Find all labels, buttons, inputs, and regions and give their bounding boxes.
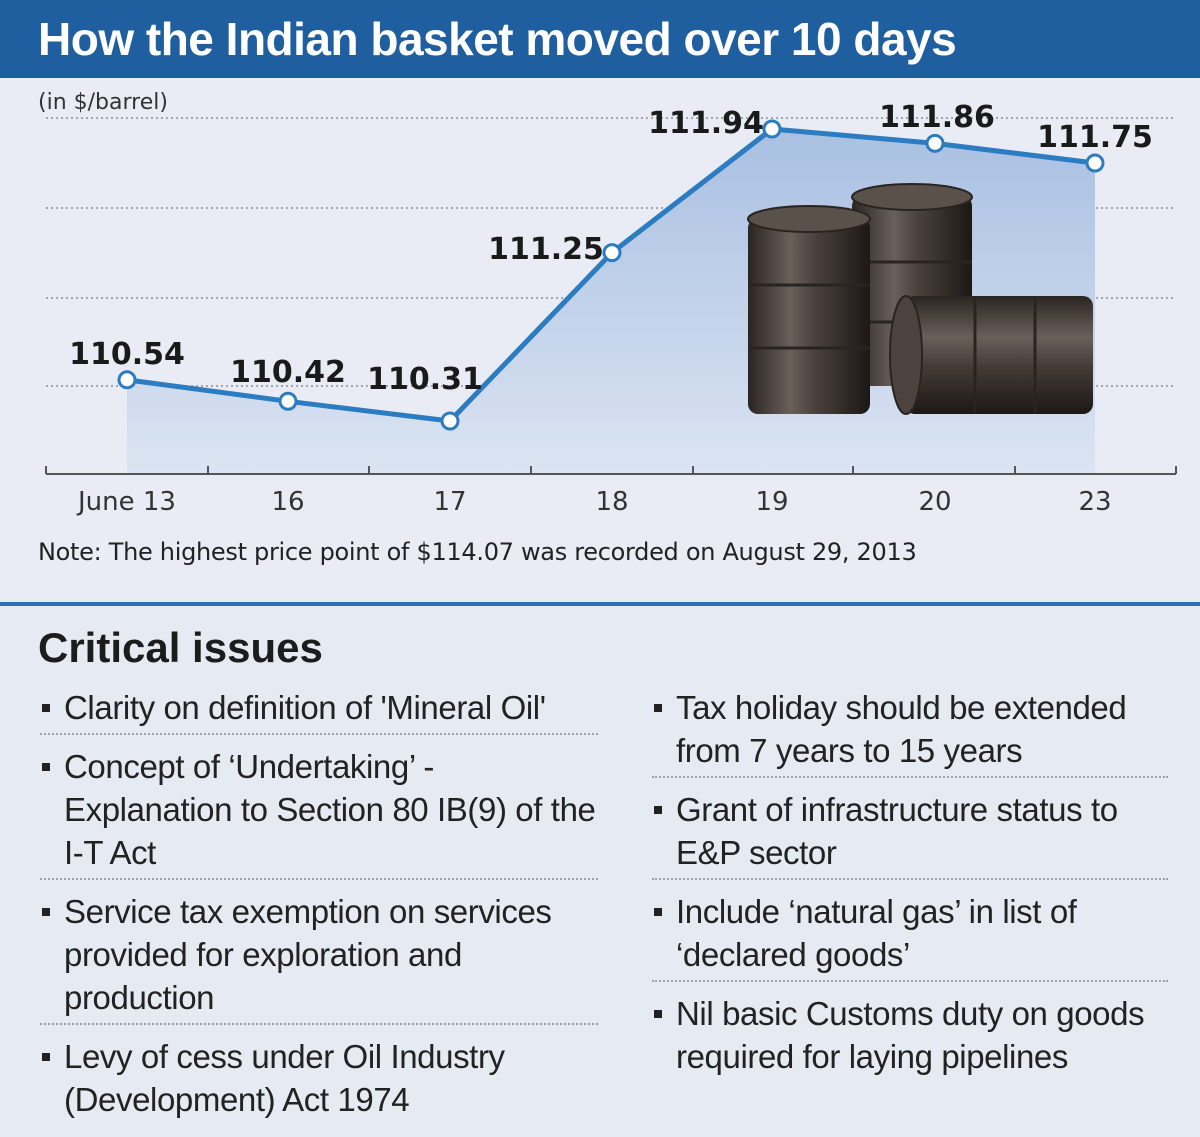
x-tick-label: 19 <box>755 487 788 517</box>
x-tick-label: 20 <box>918 487 951 517</box>
data-point <box>117 370 137 390</box>
data-label: 110.54 <box>69 337 185 372</box>
title-bar: How the Indian basket moved over 10 days <box>0 0 1200 78</box>
x-tick-label: June 13 <box>76 487 176 517</box>
issue-item: Service tax exemption on services provid… <box>40 890 598 1025</box>
issue-text: Grant of infrastructure status to E&P se… <box>676 791 1118 871</box>
issue-text: Nil basic Customs duty on goods required… <box>676 995 1145 1075</box>
bullet-icon <box>654 806 662 814</box>
chart-title: How the Indian basket moved over 10 days <box>38 13 957 65</box>
issues-right-column: Tax holiday should be extended from 7 ye… <box>652 686 1168 1092</box>
data-point <box>762 119 782 139</box>
issues-left-column: Clarity on definition of 'Mineral Oil' C… <box>40 686 598 1135</box>
bullet-icon <box>42 704 50 712</box>
issue-item: Grant of infrastructure status to E&P se… <box>652 788 1168 880</box>
issue-item: Tax holiday should be extended from 7 ye… <box>652 686 1168 778</box>
bullet-icon <box>654 1010 662 1018</box>
data-point <box>278 391 298 411</box>
bullet-icon <box>654 908 662 916</box>
data-label: 110.42 <box>230 355 346 390</box>
bullet-icon <box>42 1053 50 1061</box>
critical-issues-section: Critical issues Clarity on definition of… <box>0 606 1200 1137</box>
data-label: 111.25 <box>488 232 604 267</box>
oil-barrels-icon <box>747 183 1093 415</box>
value-labels: 110.54 110.42 110.31 111.25 111.94 111.86 111.… <box>69 100 1153 397</box>
issue-item: Nil basic Customs duty on goods required… <box>652 992 1168 1082</box>
data-point <box>440 411 460 431</box>
issue-text: Levy of cess under Oil Industry (Develop… <box>64 1038 505 1118</box>
issue-text: Service tax exemption on services provid… <box>64 893 552 1016</box>
issue-text: Clarity on definition of 'Mineral Oil' <box>64 689 546 726</box>
chart-note: Note: The highest price point of $114.07… <box>38 538 917 566</box>
issues-heading: Critical issues <box>38 624 323 671</box>
data-label: 111.94 <box>648 106 764 141</box>
data-points <box>117 119 1105 431</box>
data-label: 111.86 <box>879 100 995 135</box>
x-tick-label: 18 <box>595 487 628 517</box>
data-point <box>925 133 945 153</box>
bullet-icon <box>42 908 50 916</box>
data-label: 110.31 <box>367 362 483 397</box>
data-point <box>602 243 622 263</box>
issue-item: Clarity on definition of 'Mineral Oil' <box>40 686 598 735</box>
issue-item: Include ‘natural gas’ in list of ‘declar… <box>652 890 1168 982</box>
x-tick-label: 23 <box>1078 487 1111 517</box>
data-label: 111.75 <box>1037 120 1153 155</box>
y-unit-label: (in $/barrel) <box>38 90 168 115</box>
bullet-icon <box>654 704 662 712</box>
x-ticks: June 13 16 17 18 19 20 23 <box>45 466 1177 517</box>
issue-text: Include ‘natural gas’ in list of ‘declar… <box>676 893 1077 973</box>
x-tick-label: 16 <box>271 487 304 517</box>
issue-text: Concept of ‘Undertaking’ - Explanation t… <box>64 748 596 871</box>
issue-item: Concept of ‘Undertaking’ - Explanation t… <box>40 745 598 880</box>
data-point <box>1085 153 1105 173</box>
section-divider <box>0 602 1200 606</box>
x-tick-label: 17 <box>433 487 466 517</box>
issue-item: Levy of cess under Oil Industry (Develop… <box>40 1035 598 1125</box>
issue-text: Tax holiday should be extended from 7 ye… <box>676 689 1127 769</box>
bullet-icon <box>42 763 50 771</box>
